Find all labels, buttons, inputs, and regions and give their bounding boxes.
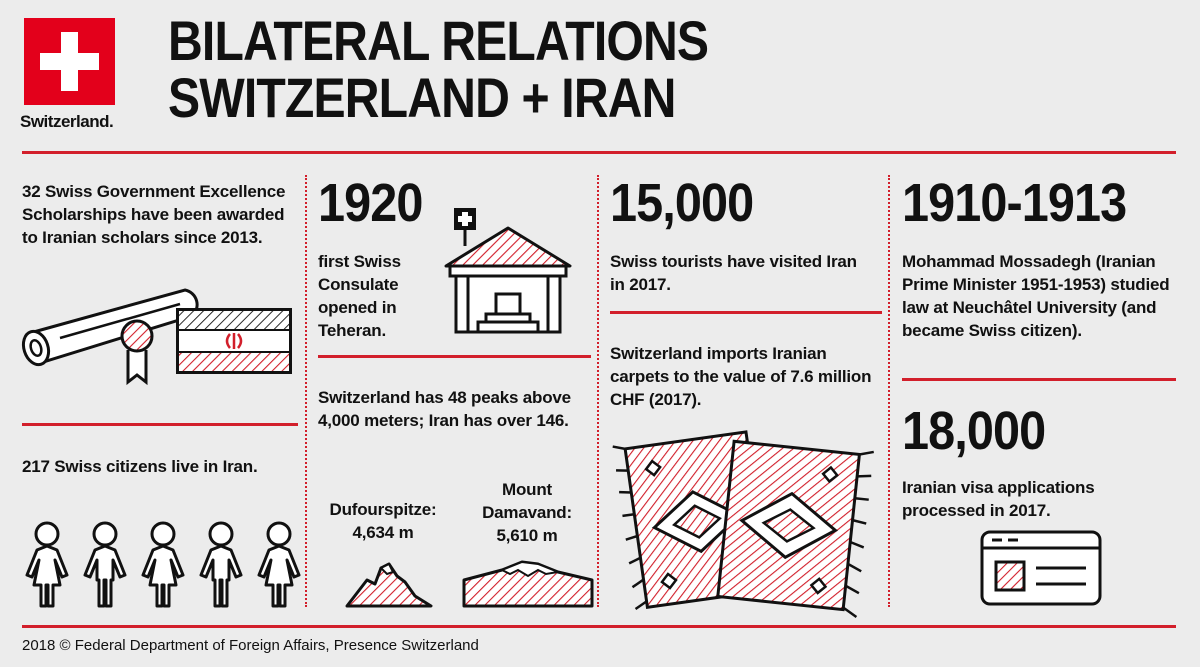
carpet-icon [612,430,874,619]
consulate-year: 1920 [318,173,423,233]
consulate-text: first Swiss Consulate opened in Teheran. [318,252,401,340]
column-separator [305,175,307,607]
peak2-name-line2: Damavand: [482,503,572,522]
column-separator [888,175,890,607]
mossadegh-years: 1910-1913 [902,173,1127,233]
peak2-name-line1: Mount [502,480,552,499]
carpets-text: Switzerland imports Iranian carpets to t… [610,344,872,409]
diploma-scroll-icon [21,288,199,386]
peak2-label: Mount Damavand: 5,610 m [462,478,592,547]
title-line-1: BILATERAL RELATIONS [168,9,709,72]
peaks-text: Switzerland has 48 peaks above 4,000 met… [318,388,571,430]
tourists-text: Swiss tourists have visited Iran in 2017… [610,252,857,294]
peak1-name: Dufourspitze: [329,500,437,519]
col3-divider [610,311,882,314]
col2-divider [318,355,591,358]
people-row [22,520,302,610]
person-icon [199,521,243,608]
logo-text: Switzerland. [20,112,114,131]
tourists-number: 15,000 [610,173,754,233]
page-title: BILATERAL RELATIONS SWITZERLAND + IRAN [168,9,709,129]
consulate-building-icon [444,208,572,334]
person-icon [141,521,185,608]
col4-divider [902,378,1176,381]
scholarships-text: 32 Swiss Government Excellence Scholarsh… [22,182,286,247]
person-icon [83,521,127,608]
swiss-flag-logo [24,18,115,105]
column-separator [597,175,599,607]
swiss-cross-icon [40,32,99,91]
footer-divider [22,625,1176,628]
peak1-height: 4,634 m [352,523,414,542]
title-line-2: SWITZERLAND + IRAN [168,66,676,129]
peak1-label: Dufourspitze: 4,634 m [318,498,448,544]
col1-divider [22,423,298,426]
visa-text: Iranian visa applications processed in 2… [902,478,1095,520]
person-icon [257,521,301,608]
mountain-icon [462,560,594,608]
person-icon [25,521,69,608]
peak2-height: 5,610 m [496,526,558,545]
iran-flag-icon [176,308,292,374]
visa-document-icon [980,530,1102,606]
footer-credit: 2018 © Federal Department of Foreign Aff… [22,637,479,654]
mossadegh-text: Mohammad Mossadegh (Iranian Prime Minist… [902,252,1170,340]
visa-number: 18,000 [902,401,1046,461]
mountain-icon [345,562,433,608]
header-divider [22,151,1176,154]
citizens-text: 217 Swiss citizens live in Iran. [22,457,258,476]
